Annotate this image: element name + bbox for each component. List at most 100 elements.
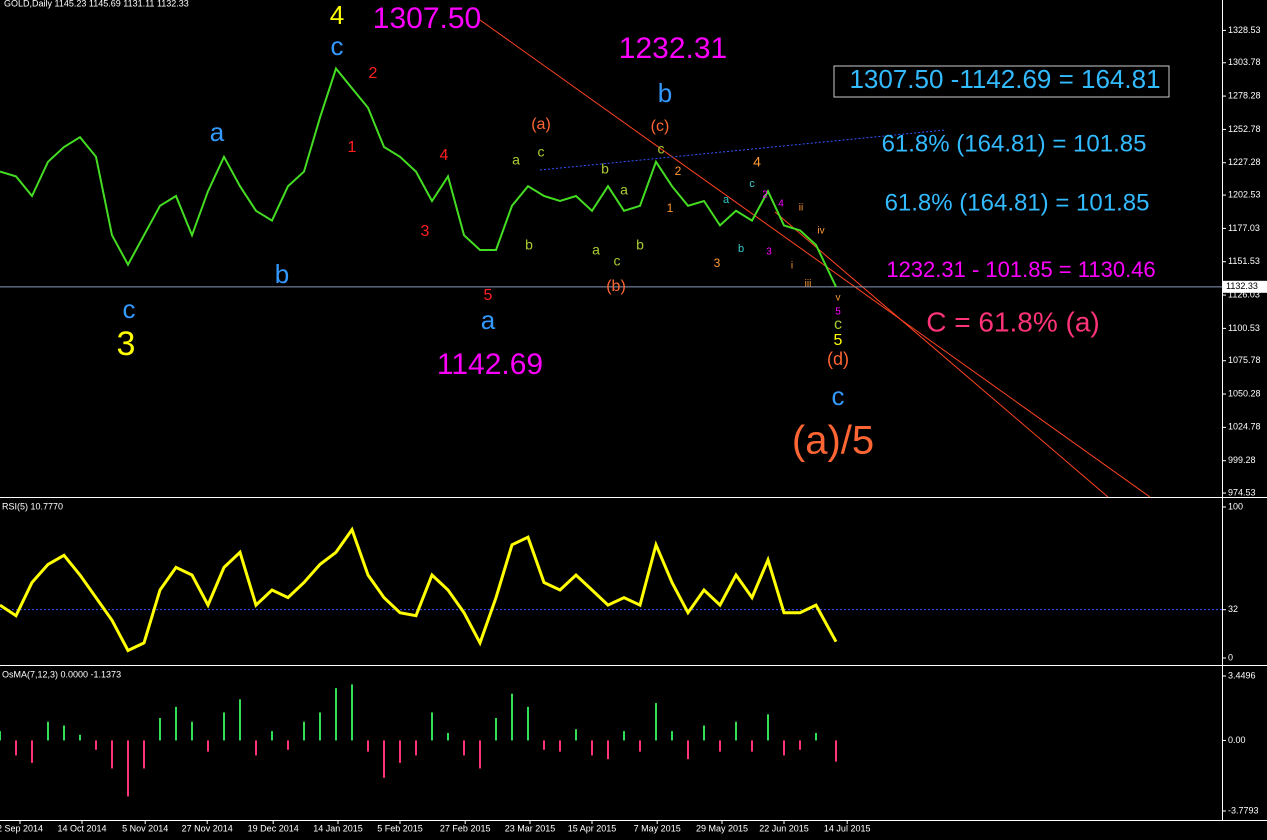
osma-bar [463,740,465,756]
wave-label: 1 [348,139,357,156]
wave-label: C = 61.8% (a) [926,306,1100,337]
wave-label: c [331,31,344,61]
wave-label: (b) [606,278,626,295]
wave-label: c [832,381,845,411]
osma-bar [671,731,673,741]
osma-bar [63,725,65,741]
wave-label: (d) [827,349,849,369]
wave-label: 3 [766,247,772,258]
osma-bar [271,731,273,741]
osma-bar [351,684,353,741]
osma-bar [191,721,193,741]
y-tick-label: 3.4496 [1228,670,1256,680]
frame [0,0,1267,821]
osma-bar [111,740,113,769]
y-tick-label: 0.00 [1228,735,1246,745]
y-tick-label: 1126.03 [1228,289,1260,299]
osma-bar [559,740,561,752]
x-tick-label: 27 Nov 2014 [182,823,233,833]
wave-label: a [512,152,520,168]
wave-label: b [275,259,289,289]
wave-label: 1 [667,201,674,215]
wave-label: ii [799,203,803,214]
osma-bar [127,740,129,797]
osma-bar [431,712,433,741]
wave-label: c [123,294,136,324]
osma-bar [207,740,209,752]
osma-bar [767,714,769,741]
osma-bar [223,712,225,741]
y-tick-label: 32 [1228,604,1238,614]
chart-header: GOLD,Daily 1145.23 1145.69 1131.11 1132.… [4,0,189,8]
y-tick-label: 1227.28 [1228,157,1261,167]
osma-bar [687,740,689,760]
wave-label: 61.8% (164.81) = 101.85 [882,130,1147,157]
osma-bar [415,740,417,756]
wave-label: b [738,243,744,255]
wave-label: (c) [651,118,670,135]
y-tick-label: 1202.53 [1228,189,1261,199]
osma-bar [447,732,449,741]
osma-bar [835,740,837,762]
osma-bar [287,740,289,750]
x-tick-label: 14 Jul 2015 [824,823,871,833]
y-tick-label: 1177.03 [1228,223,1260,233]
osma-bar [815,732,817,741]
channel-line [479,19,1151,498]
osma-bar [495,718,497,741]
y-tick-label: 1151.53 [1228,256,1260,266]
osma-bar [799,740,801,750]
x-tick-label: 19 Dec 2014 [248,823,299,833]
wave-label: c [538,144,545,160]
x-tick-label: 15 Apr 2015 [568,823,617,833]
y-tick-label: 1303.78 [1228,57,1261,67]
x-tick-label: 23 Mar 2015 [505,823,556,833]
wave-label: 1232.31 - 101.85 = 1130.46 [886,257,1155,282]
osma-bar [655,703,657,741]
osma-bar [543,740,545,750]
wave-label: 1307.50 -1142.69 = 164.81 [849,64,1160,94]
wave-label: c [658,141,665,157]
wave-label: 4 [753,154,761,170]
y-tick-label: 1328.53 [1228,25,1261,35]
osma-bar [591,740,593,756]
x-tick-label: 27 Feb 2015 [440,823,491,833]
y-tick-label: 1100.53 [1228,323,1260,333]
wave-label: 5 [834,332,843,349]
wave-label: 3 [117,325,136,363]
osma-bar [367,740,369,752]
wave-label: 3 [714,256,721,270]
wave-label: a [620,182,628,198]
osma-bar [143,740,145,769]
wave-label: c [834,316,842,333]
y-tick-label: 1278.28 [1228,90,1261,100]
wave-label: b [601,161,609,177]
x-tick-label: 22 Jun 2015 [759,823,809,833]
wave-label: i [791,261,793,272]
osma-bar [575,729,577,741]
osma-bar [607,740,609,760]
wave-label: 5 [484,287,493,304]
wave-label: 2 [762,190,768,201]
osma-bar [399,740,401,763]
channel-line [774,211,1109,498]
price-tag-label: 1132.33 [1226,281,1258,291]
wave-label: b [658,78,672,108]
wave-label: 3 [421,223,430,240]
osma-bar [303,721,305,741]
osma-bar [527,706,529,741]
x-tick-label: 14 Jan 2015 [313,823,363,833]
wave-label: v [836,293,841,304]
y-tick-label: 100 [1228,501,1243,511]
wave-label: 61.8% (164.81) = 101.85 [885,189,1150,216]
wave-label: a [723,194,730,206]
x-tick-label: 7 May 2015 [634,823,681,833]
osma-title: OsMA(7,12,3) 0.0000 -1.1373 [2,669,121,679]
wave-label: 1232.31 [619,32,727,65]
osma-bar [159,718,161,741]
osma-bar [79,734,81,741]
osma-bar [175,706,177,741]
